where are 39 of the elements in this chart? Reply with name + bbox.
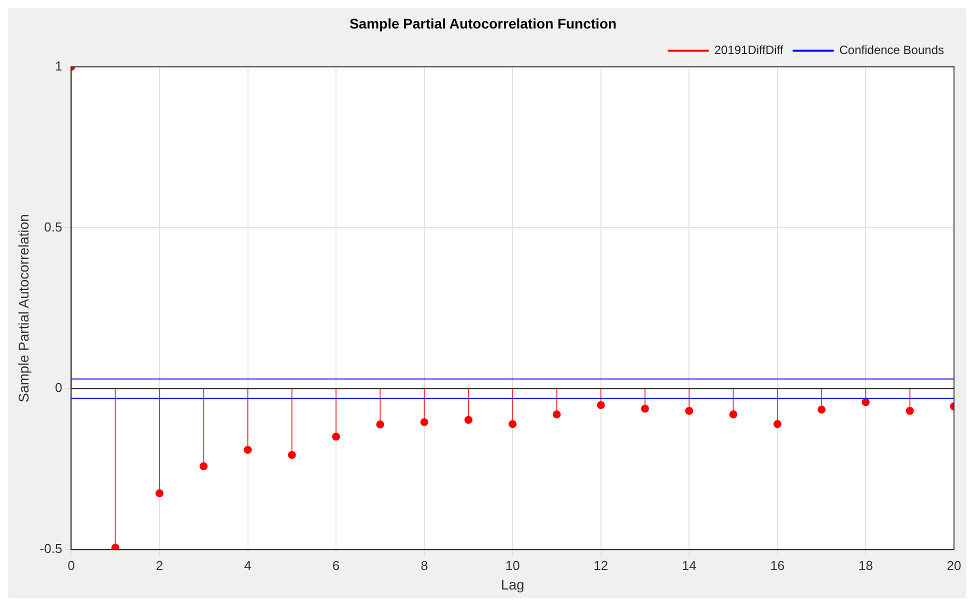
point xyxy=(200,462,208,470)
x-tick-label: 20 xyxy=(946,558,962,573)
x-tick-label: 6 xyxy=(332,558,340,573)
x-tick-label: 16 xyxy=(770,558,785,573)
point xyxy=(111,544,120,550)
x-axis-title: Lag xyxy=(500,576,524,592)
legend-label: Confidence Bounds xyxy=(839,43,944,58)
x-tick-label: 10 xyxy=(505,558,520,573)
point xyxy=(464,416,472,424)
x-tick-label: 18 xyxy=(858,558,873,573)
point xyxy=(244,446,252,454)
y-tick-label: 1 xyxy=(54,58,62,74)
point xyxy=(508,420,517,428)
x-tick-label: 14 xyxy=(682,558,696,573)
point xyxy=(332,432,340,441)
point xyxy=(288,450,296,459)
point xyxy=(596,401,605,410)
legend-label: 20191DiffDiff xyxy=(714,43,784,58)
point xyxy=(862,398,870,406)
point xyxy=(773,420,782,428)
x-tick-label: 8 xyxy=(420,558,428,573)
x-tick-label: 12 xyxy=(594,558,608,573)
point xyxy=(641,404,650,413)
x-tick-label: 4 xyxy=(244,558,252,573)
x-tick-label: 2 xyxy=(156,558,164,573)
point xyxy=(552,410,561,418)
x-tick-label: 0 xyxy=(68,558,75,573)
point xyxy=(729,410,738,418)
point xyxy=(818,406,826,414)
point xyxy=(685,406,694,415)
y-tick-label: 0.5 xyxy=(44,219,62,234)
point xyxy=(420,418,428,426)
point xyxy=(906,406,914,415)
point xyxy=(155,489,164,498)
chart-title: Sample Partial Autocorrelation Function xyxy=(349,15,617,32)
point xyxy=(376,420,384,428)
y-tick-label: -0.5 xyxy=(40,541,62,556)
y-tick-label: 0 xyxy=(54,380,62,396)
y-axis-title: Sample Partial Autocorrelation xyxy=(15,214,32,402)
